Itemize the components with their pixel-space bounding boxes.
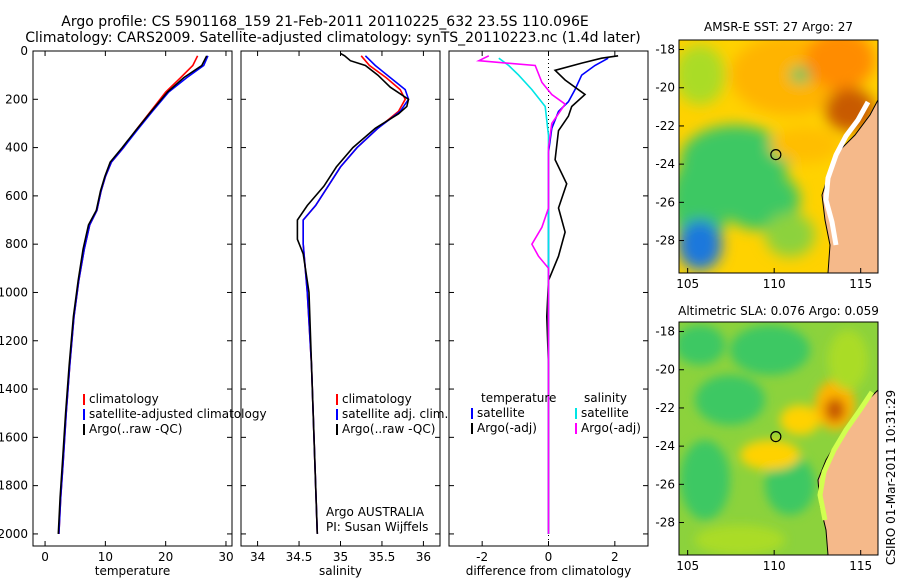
salinity-series-climatology	[302, 55, 407, 534]
salinity-xtick-label: 34	[250, 550, 265, 564]
salinity-xtick-label: 35.5	[369, 550, 396, 564]
sst-map-frame	[678, 39, 879, 274]
difference-legend-entry: Argo(-adj)	[477, 421, 537, 435]
temperature-ytick-label: 800	[5, 237, 28, 251]
difference-series-salinity-argo-adj	[475, 55, 567, 534]
sla-map-ytick-label: -22	[655, 401, 675, 415]
salinity-panel: 34 34.5 35 35.5 36 salinity climatologysatelli…	[240, 50, 448, 578]
sst-map-argo-marker	[770, 148, 782, 161]
side-timestamp: CSIRO 01-Mar-2011 10:31:29	[884, 390, 898, 565]
difference-series-salinity-satellite	[498, 57, 550, 534]
salinity-xlabel: salinity	[319, 564, 362, 578]
temperature-series-climatology	[58, 55, 199, 534]
sst-map-ytick-label: -22	[655, 119, 675, 133]
salinity-annotation: PI: Susan Wijffels	[326, 520, 428, 534]
temperature-xlabel: temperature	[95, 564, 170, 578]
sst-coast-shelf	[823, 100, 871, 246]
difference-xtick-label: -2	[476, 550, 488, 564]
sla-map-ytick-label: -18	[655, 325, 675, 339]
difference-series-temperature-satellite	[547, 57, 609, 534]
sla-map-title: Altimetric SLA: 0.076 Argo: 0.059	[678, 304, 879, 318]
salinity-annotation: Argo AUSTRALIA	[326, 505, 425, 519]
sst-map-xtick-label: 105	[676, 277, 699, 291]
difference-xlabel: difference from climatology	[466, 564, 632, 578]
sla-map-ytick-label: -20	[655, 363, 675, 377]
temperature-legend-entry: Argo(..raw -QC)	[89, 422, 182, 436]
temperature-ytick-label: 1000	[0, 285, 28, 299]
figure-title-line2: Climatology: CARS2009. Satellite-adjuste…	[25, 30, 640, 46]
sst-map-ytick-label: -28	[655, 234, 675, 248]
sst-map-xtick-label: 110	[763, 277, 786, 291]
sst-map-axes: AMSR-E SST: 27 Argo: 27 105 110 115 -18 -20 -2…	[655, 20, 872, 291]
difference-legend-entry: Argo(-adj)	[581, 421, 641, 435]
sla-map-argo-marker	[770, 430, 782, 443]
salinity-frame	[240, 50, 441, 547]
sst-map-image	[679, 40, 878, 273]
temperature-ytick-label: 200	[5, 92, 28, 106]
sst-map-ytick-label: -24	[655, 157, 675, 171]
difference-legend-entry: satellite	[477, 406, 525, 420]
sla-map-axes: Altimetric SLA: 0.076 Argo: 0.059 105 110 1…	[655, 304, 878, 573]
difference-legend-entry: temperature	[481, 391, 556, 405]
temperature-xtick-label: 30	[218, 550, 233, 564]
temperature-series-argo-raw-qc	[57, 55, 208, 534]
sst-map-xtick-label: 115	[849, 277, 872, 291]
salinity-legend-entry: Argo(..raw -QC)	[342, 422, 435, 436]
temperature-ytick-label: 400	[5, 141, 28, 155]
temperature-legend-entry: climatology	[89, 392, 159, 406]
sst-map-ytick-label: -18	[655, 43, 675, 57]
salinity-xtick-label: 36	[416, 550, 431, 564]
temperature-panel: 0 10 20 30 0 200 400 600 800 1000 1200 1400 1600 1800…	[0, 44, 267, 578]
temperature-frame	[32, 50, 233, 547]
sla-map-xtick-label: 105	[676, 559, 699, 573]
sla-map-ytick-label: -26	[655, 477, 675, 491]
temperature-series-satellite-adjusted-climatology	[58, 55, 209, 534]
difference-series-temperature-argo-adj	[545, 55, 619, 534]
sst-map-ytick-label: -20	[655, 81, 675, 95]
temperature-xtick-label: 20	[158, 550, 173, 564]
temperature-ytick-label: 2000	[0, 527, 28, 541]
salinity-xtick-label: 35	[333, 550, 348, 564]
sla-map-xtick-label: 115	[849, 559, 872, 573]
sst-map-ytick-label: -26	[655, 195, 675, 209]
sst-land	[821, 99, 878, 273]
temperature-ytick-label: 1800	[0, 479, 28, 493]
sla-map-xtick-label: 110	[763, 559, 786, 573]
figure-title-line1: Argo profile: CS 5901168_159 21-Feb-2011…	[61, 14, 588, 30]
difference-legend-entry: salinity	[584, 391, 627, 405]
temperature-ytick-label: 1200	[0, 334, 28, 348]
salinity-legend-entry: satellite adj. clim.	[342, 407, 448, 421]
temperature-ytick-label: 1400	[0, 382, 28, 396]
temperature-ytick-label: 0	[20, 44, 28, 58]
salinity-series-satellite-adj-clim	[302, 55, 410, 534]
difference-legend-entry: satellite	[581, 406, 629, 420]
salinity-xtick-label: 34.5	[286, 550, 313, 564]
sst-map-title: AMSR-E SST: 27 Argo: 27	[704, 20, 853, 34]
sla-map-ytick-label: -24	[655, 439, 675, 453]
difference-xtick-label: 0	[545, 550, 553, 564]
sla-coast-shelf	[817, 390, 875, 521]
salinity-legend-entry: climatology	[342, 392, 412, 406]
salinity-series-argo-raw-qc	[296, 52, 410, 534]
sla-map-ytick-label: -28	[655, 516, 675, 530]
sla-map-frame	[678, 321, 879, 556]
temperature-xtick-label: 0	[41, 550, 49, 564]
difference-xtick-label: 2	[611, 550, 619, 564]
temperature-legend-entry: satellite-adjusted climatology	[89, 407, 267, 421]
sla-map-image	[679, 322, 878, 555]
temperature-xtick-label: 10	[98, 550, 113, 564]
temperature-ytick-label: 600	[5, 189, 28, 203]
temperature-ytick-label: 1600	[0, 430, 28, 444]
